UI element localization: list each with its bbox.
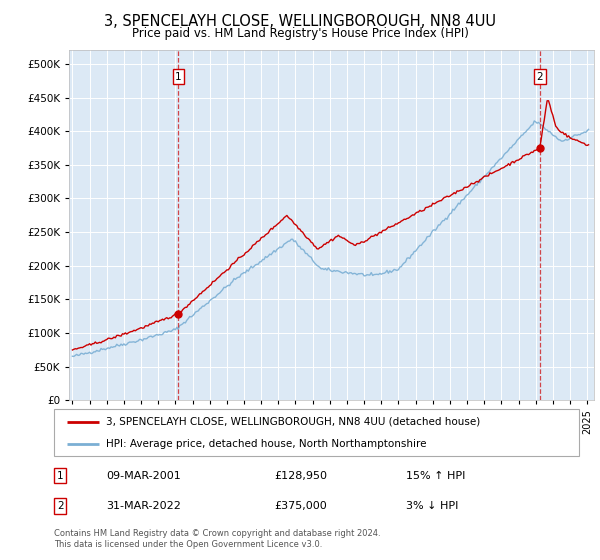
Text: Price paid vs. HM Land Registry's House Price Index (HPI): Price paid vs. HM Land Registry's House …	[131, 27, 469, 40]
Text: 3, SPENCELAYH CLOSE, WELLINGBOROUGH, NN8 4UU: 3, SPENCELAYH CLOSE, WELLINGBOROUGH, NN8…	[104, 14, 496, 29]
Text: 15% ↑ HPI: 15% ↑ HPI	[406, 471, 465, 480]
Text: HPI: Average price, detached house, North Northamptonshire: HPI: Average price, detached house, Nort…	[107, 438, 427, 449]
Text: £128,950: £128,950	[275, 471, 328, 480]
Text: 2: 2	[57, 501, 64, 511]
FancyBboxPatch shape	[54, 409, 579, 456]
Text: 3% ↓ HPI: 3% ↓ HPI	[406, 501, 458, 511]
Text: Contains HM Land Registry data © Crown copyright and database right 2024.
This d: Contains HM Land Registry data © Crown c…	[54, 529, 380, 549]
Text: 3, SPENCELAYH CLOSE, WELLINGBOROUGH, NN8 4UU (detached house): 3, SPENCELAYH CLOSE, WELLINGBOROUGH, NN8…	[107, 417, 481, 427]
Text: £375,000: £375,000	[275, 501, 327, 511]
Text: 09-MAR-2001: 09-MAR-2001	[107, 471, 181, 480]
Text: 1: 1	[57, 471, 64, 480]
Text: 31-MAR-2022: 31-MAR-2022	[107, 501, 181, 511]
Text: 2: 2	[536, 72, 543, 82]
Text: 1: 1	[175, 72, 182, 82]
